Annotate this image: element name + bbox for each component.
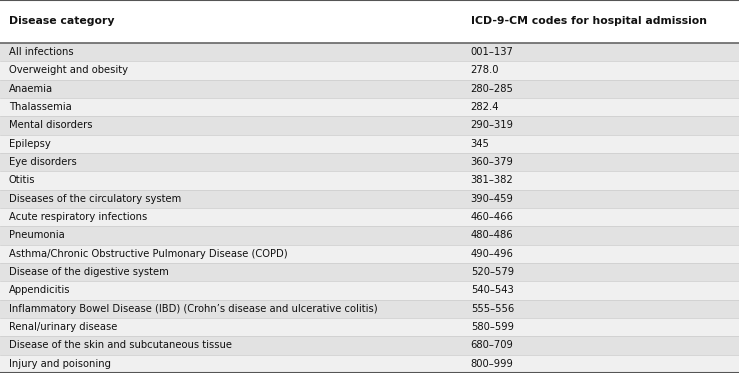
Text: Thalassemia: Thalassemia <box>9 102 72 112</box>
Bar <box>0 245 739 263</box>
Bar <box>0 263 739 281</box>
Text: 580–599: 580–599 <box>471 322 514 332</box>
Text: Disease of the digestive system: Disease of the digestive system <box>9 267 168 277</box>
Bar <box>0 98 739 116</box>
Text: 390–459: 390–459 <box>471 194 514 204</box>
Text: 555–556: 555–556 <box>471 304 514 314</box>
Text: Asthma/Chronic Obstructive Pulmonary Disease (COPD): Asthma/Chronic Obstructive Pulmonary Dis… <box>9 249 287 259</box>
Text: 480–486: 480–486 <box>471 231 514 241</box>
Bar <box>0 318 739 336</box>
Text: 282.4: 282.4 <box>471 102 500 112</box>
Bar <box>0 300 739 318</box>
Bar <box>0 336 739 355</box>
Text: 680–709: 680–709 <box>471 341 514 351</box>
Text: Disease of the skin and subcutaneous tissue: Disease of the skin and subcutaneous tis… <box>9 341 232 351</box>
Text: 460–466: 460–466 <box>471 212 514 222</box>
Bar <box>0 0 739 43</box>
Text: Otitis: Otitis <box>9 175 35 185</box>
Text: Mental disorders: Mental disorders <box>9 120 92 131</box>
Text: Epilepsy: Epilepsy <box>9 139 50 149</box>
Text: 490–496: 490–496 <box>471 249 514 259</box>
Text: 540–543: 540–543 <box>471 285 514 295</box>
Text: ICD-9-CM codes for hospital admission: ICD-9-CM codes for hospital admission <box>471 16 706 26</box>
Text: 360–379: 360–379 <box>471 157 514 167</box>
Text: Anaemia: Anaemia <box>9 84 53 94</box>
Text: 278.0: 278.0 <box>471 65 500 75</box>
Bar <box>0 43 739 61</box>
Text: Injury and poisoning: Injury and poisoning <box>9 359 111 369</box>
Text: Appendicitis: Appendicitis <box>9 285 70 295</box>
Text: 800–999: 800–999 <box>471 359 514 369</box>
Text: Pneumonia: Pneumonia <box>9 231 64 241</box>
Bar <box>0 226 739 245</box>
Bar <box>0 189 739 208</box>
Bar <box>0 153 739 171</box>
Bar <box>0 116 739 135</box>
Text: 520–579: 520–579 <box>471 267 514 277</box>
Bar <box>0 79 739 98</box>
Text: Inflammatory Bowel Disease (IBD) (Crohn’s disease and ulcerative colitis): Inflammatory Bowel Disease (IBD) (Crohn’… <box>9 304 378 314</box>
Text: Eye disorders: Eye disorders <box>9 157 77 167</box>
Text: 290–319: 290–319 <box>471 120 514 131</box>
Text: 345: 345 <box>471 139 490 149</box>
Text: Overweight and obesity: Overweight and obesity <box>9 65 128 75</box>
Bar <box>0 61 739 79</box>
Bar <box>0 281 739 300</box>
Bar <box>0 355 739 373</box>
Text: All infections: All infections <box>9 47 73 57</box>
Bar <box>0 208 739 226</box>
Text: 381–382: 381–382 <box>471 175 514 185</box>
Text: Acute respiratory infections: Acute respiratory infections <box>9 212 147 222</box>
Text: Diseases of the circulatory system: Diseases of the circulatory system <box>9 194 181 204</box>
Text: 280–285: 280–285 <box>471 84 514 94</box>
Text: Renal/urinary disease: Renal/urinary disease <box>9 322 118 332</box>
Bar <box>0 171 739 189</box>
Text: 001–137: 001–137 <box>471 47 514 57</box>
Bar <box>0 135 739 153</box>
Text: Disease category: Disease category <box>9 16 115 26</box>
